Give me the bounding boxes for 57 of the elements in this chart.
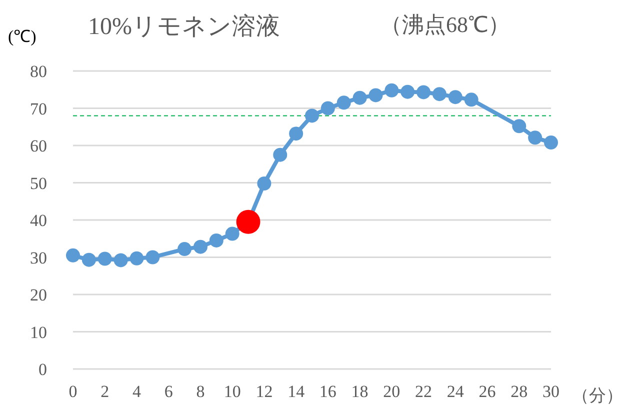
x-tick-label: 20 — [383, 382, 400, 402]
point — [416, 85, 431, 100]
point — [512, 119, 526, 134]
x-axis-title: （分） — [572, 385, 623, 407]
x-tick-label: 28 — [510, 382, 528, 402]
point — [544, 136, 558, 150]
point — [400, 84, 415, 99]
point — [432, 87, 446, 102]
x-tick-label: 26 — [478, 382, 496, 402]
y-tick-label: 50 — [30, 174, 47, 193]
chart-subtitle: （沸点68℃） — [380, 11, 510, 39]
point — [225, 226, 240, 241]
point — [130, 251, 144, 266]
point — [146, 250, 160, 264]
point — [178, 242, 192, 256]
y-tick-label: 10 — [30, 322, 47, 342]
y-tick-label: 80 — [30, 62, 47, 82]
x-tick-label: 14 — [288, 382, 306, 402]
y-tick-label: 60 — [30, 136, 47, 156]
point — [193, 240, 208, 254]
point — [236, 210, 260, 234]
x-tick-label: 6 — [164, 382, 173, 402]
x-tick-label: 24 — [446, 382, 464, 402]
x-tick-label: 4 — [132, 382, 142, 402]
x-tick-label: 22 — [415, 382, 432, 402]
x-tick-label: 30 — [542, 382, 560, 402]
point — [320, 101, 335, 116]
y-tick-label: 70 — [30, 99, 47, 118]
point — [82, 252, 96, 267]
point — [384, 83, 399, 98]
point — [114, 253, 128, 268]
x-tick-label: 2 — [100, 382, 110, 402]
point — [336, 96, 351, 110]
point — [464, 92, 478, 107]
point — [257, 176, 272, 190]
y-tick-label: 40 — [30, 211, 47, 230]
point — [368, 88, 383, 102]
x-tick-label: 8 — [196, 382, 205, 402]
y-tick-label: 20 — [30, 286, 47, 305]
y-tick-label: 0 — [38, 360, 47, 380]
y-tick-label: 30 — [30, 248, 47, 268]
x-tick-label: 16 — [319, 382, 336, 402]
point — [448, 90, 462, 104]
point — [305, 108, 319, 123]
point — [209, 233, 224, 248]
point — [66, 248, 80, 262]
x-tick-label: 0 — [68, 382, 78, 402]
point — [273, 148, 288, 162]
chart-title: 10%リモネン溶液 — [88, 12, 280, 42]
point — [352, 90, 367, 105]
x-tick-label: 12 — [256, 382, 273, 402]
y-axis-title: (℃) — [8, 26, 36, 47]
point — [98, 252, 112, 266]
point — [528, 130, 542, 145]
x-tick-label: 10 — [224, 382, 241, 402]
x-tick-label: 18 — [351, 382, 368, 402]
point — [289, 126, 304, 141]
